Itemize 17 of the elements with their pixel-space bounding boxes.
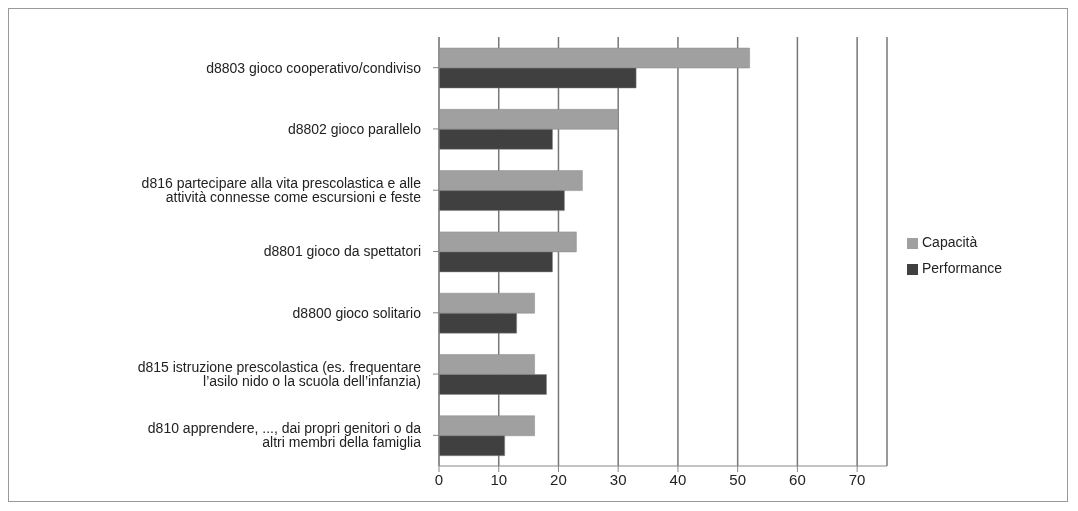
x-tick-label: 70 xyxy=(848,470,866,488)
y-tick-label: d8802 gioco parallelo xyxy=(287,120,422,137)
x-tick-label: 20 xyxy=(550,470,567,488)
legend-label: Performance xyxy=(922,260,1003,276)
y-tick-label: d8800 gioco solitario xyxy=(292,304,422,321)
y-tick-label: d8803 gioco cooperativo/condiviso xyxy=(206,59,422,76)
x-tick-label: 30 xyxy=(609,470,627,488)
x-tick-label: 10 xyxy=(490,470,508,488)
x-tick-label: 50 xyxy=(729,470,747,488)
x-tick-label: 60 xyxy=(789,470,806,488)
x-tick-label: 0 xyxy=(434,470,444,488)
y-tick-label: d815 istruzione prescolastica (es. frequentare l’asilo nido o la scuola dell’infanzia) xyxy=(137,359,422,390)
y-tick-label: d816 partecipare alla vita prescolastica e alle attività connesse come escursioni e feste xyxy=(141,175,422,206)
x-tick-label: 40 xyxy=(669,470,687,488)
y-tick-label: d8801 gioco da spettatori xyxy=(263,243,421,260)
y-tick-label: d810 apprendere, ..., dai propri genitori o da altri membri della famiglia xyxy=(147,420,422,451)
legend-label: Capacità xyxy=(922,234,978,250)
